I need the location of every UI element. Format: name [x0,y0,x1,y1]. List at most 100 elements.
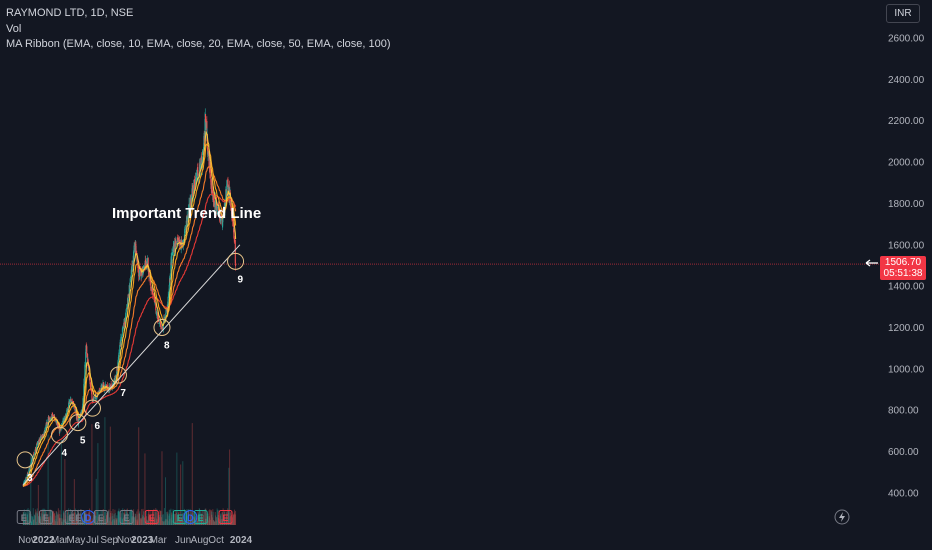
earnings-marker[interactable] [64,510,79,524]
earnings-marker[interactable] [193,510,208,524]
candle-body [97,391,99,393]
volume-bar [148,520,150,525]
volume-bar [227,508,229,525]
volume-bar [138,513,140,525]
currency-button[interactable]: INR [886,4,920,23]
y-tick-label: 2000.00 [888,158,925,169]
candle-body [116,367,118,371]
volume-bar [195,512,197,525]
last-price-value: 1506.70 [884,257,922,268]
volume-bar [127,514,129,525]
volume-bar [105,511,107,525]
volume-bar [87,520,89,525]
candle-body [194,185,196,190]
candle-body [191,193,193,207]
earnings-marker[interactable] [144,510,159,524]
volume-bar [89,511,91,525]
volume-bar [83,510,85,525]
volume-bar [200,514,202,525]
earnings-marker[interactable] [172,510,187,524]
volume-bar [220,513,222,525]
volume-bar [116,515,118,525]
indicator-label[interactable]: MA Ribbon (EMA, close, 10, EMA, close, 2… [6,38,391,50]
event-marker-label: E [75,513,81,523]
candle-body [203,137,205,140]
candle-body [87,364,89,369]
volume-bar [130,510,132,525]
volume-bar [100,519,102,525]
candle-body [169,277,171,280]
volume-label[interactable]: Vol [6,22,22,35]
volume-bar [155,508,157,525]
volume-bar [146,519,148,525]
volume-bar [24,519,26,525]
volume-bar [127,520,129,525]
volume-bar [174,513,176,525]
ema-10-line [22,130,237,487]
volume-bar [142,508,144,525]
volume-bar [229,449,231,525]
symbol-title[interactable]: RAYMOND LTD, 1D, NSE [6,7,134,19]
volume-bar [135,516,137,525]
candle-body [46,422,48,424]
candle-body [167,296,169,301]
dividend-marker[interactable] [183,510,198,524]
volume-bar [151,516,153,525]
lightning-icon[interactable] [834,509,850,525]
earnings-marker[interactable] [16,510,31,524]
volume-bar [43,513,45,525]
volume-bar [163,521,165,525]
earnings-marker[interactable] [218,510,233,524]
earnings-marker[interactable] [119,510,134,524]
candle-body [186,222,188,227]
candle-body [31,459,33,460]
earnings-marker[interactable] [38,510,53,524]
trend-line[interactable] [22,244,241,485]
volume-bar [121,513,123,525]
y-tick-label: 600.00 [888,447,919,458]
volume-bar [179,516,181,525]
volume-bar [186,509,188,525]
volume-bar [222,508,224,525]
volume-bar [211,514,213,525]
volume-bar [104,417,106,525]
volume-bar [59,517,61,525]
candle-body [49,416,51,421]
candle-body [112,381,114,387]
volume-bar [201,510,203,525]
candle-body [98,390,100,392]
volume-bar [27,520,29,525]
candle-body [150,286,152,291]
earnings-marker[interactable] [71,510,86,524]
candle-body [118,352,120,354]
earnings-marker[interactable] [93,510,108,524]
volume-bar [104,512,106,525]
volume-bar [227,513,229,525]
volume-bar [116,518,118,525]
candle-body [44,428,46,431]
volume-bar [106,515,108,525]
volume-bar [37,513,39,525]
candle-body [86,346,88,354]
volume-bar [125,519,127,525]
volume-bar [34,512,36,525]
volume-bar [176,452,178,525]
volume-bar [146,516,148,525]
volume-bar [103,515,105,525]
candle-body [93,399,95,400]
volume-bar [54,521,56,525]
bar-countdown: 05:51:38 [883,268,923,279]
candle-body [153,293,155,296]
volume-bar [178,511,180,525]
volume-bar [123,517,125,525]
candle-body [88,367,90,369]
candle-body [226,190,228,193]
volume-bar [225,511,227,525]
volume-bar [36,512,38,525]
volume-bar [32,516,34,525]
volume-bar [73,479,75,525]
volume-bar [163,521,165,525]
volume-bar [212,517,214,525]
